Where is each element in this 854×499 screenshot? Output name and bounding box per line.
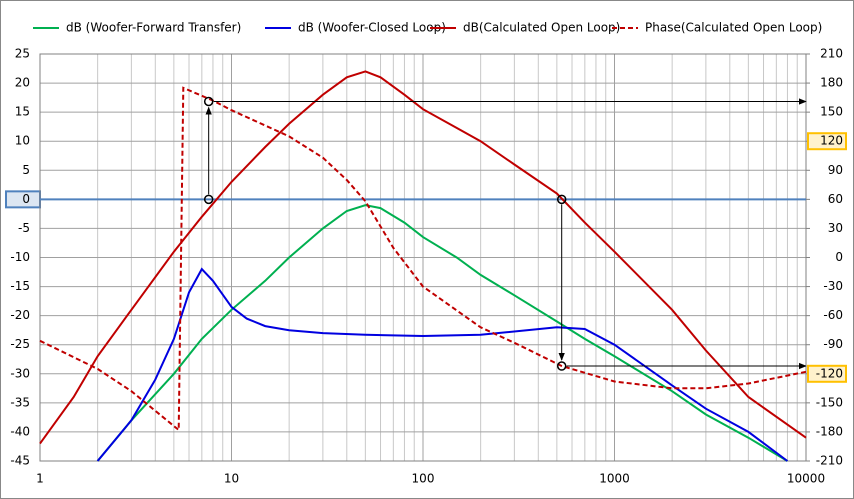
x-tick-label: 10000 bbox=[787, 472, 825, 486]
series-line bbox=[96, 267, 788, 462]
y2-tick-label: 60 bbox=[828, 192, 843, 206]
y-tick-label: 25 bbox=[15, 47, 30, 61]
y-tick-label: -25 bbox=[10, 337, 30, 351]
y-tick-label: -20 bbox=[10, 308, 30, 322]
highlight-box bbox=[807, 132, 847, 151]
y2-tick-label: 180 bbox=[820, 76, 843, 90]
y2-tick-label: -60 bbox=[823, 308, 843, 322]
y-tick-label: -35 bbox=[10, 395, 30, 409]
y-tick-label: 10 bbox=[15, 134, 30, 148]
x-tick-label: 100 bbox=[412, 472, 435, 486]
reading-marker bbox=[556, 194, 567, 205]
plot-frame bbox=[39, 53, 807, 462]
legend-label: dB (Woofer-Closed Loop) bbox=[298, 21, 446, 35]
y2-tick-label: -90 bbox=[823, 337, 843, 351]
y-tick-label: 0 bbox=[22, 192, 30, 206]
y2-tick-label: -210 bbox=[816, 454, 843, 468]
legend-label: dB(Calculated Open Loop) bbox=[463, 21, 620, 35]
x-tick-label: 1000 bbox=[599, 472, 630, 486]
y-tick-label: -15 bbox=[10, 279, 30, 293]
y-tick-label: -10 bbox=[10, 250, 30, 264]
y2-tick-label: 30 bbox=[828, 221, 843, 235]
y2-tick-label: 210 bbox=[820, 47, 843, 61]
y2-tick-label: 0 bbox=[835, 250, 843, 264]
y2-tick-label: -180 bbox=[816, 424, 843, 438]
y2-tick-label: -30 bbox=[823, 279, 843, 293]
series-line bbox=[39, 86, 807, 433]
series-line bbox=[96, 204, 788, 462]
x-tick-label: 1 bbox=[36, 472, 44, 486]
y-tick-label: -45 bbox=[10, 454, 30, 468]
y-tick-label: -5 bbox=[18, 221, 30, 235]
y-tick-label: 5 bbox=[22, 163, 30, 177]
y2-tick-label: -120 bbox=[816, 366, 843, 380]
y-tick-label: 20 bbox=[15, 76, 30, 90]
y2-tick-label: 120 bbox=[820, 134, 843, 148]
x-tick-label: 10 bbox=[224, 472, 239, 486]
reading-marker bbox=[203, 96, 214, 107]
y-tick-label: -30 bbox=[10, 366, 30, 380]
series-line bbox=[39, 70, 807, 445]
y2-tick-label: 150 bbox=[820, 105, 843, 119]
reading-marker bbox=[203, 194, 214, 205]
y2-tick-label: -150 bbox=[816, 395, 843, 409]
y2-tick-label: 90 bbox=[828, 163, 843, 177]
y-tick-label: -40 bbox=[10, 424, 30, 438]
reading-marker bbox=[556, 361, 567, 371]
y-tick-label: 15 bbox=[15, 105, 30, 119]
legend-label: Phase(Calculated Open Loop) bbox=[645, 21, 822, 35]
legend-label: dB (Woofer-Forward Transfer) bbox=[66, 21, 241, 35]
highlight-box bbox=[807, 364, 847, 383]
